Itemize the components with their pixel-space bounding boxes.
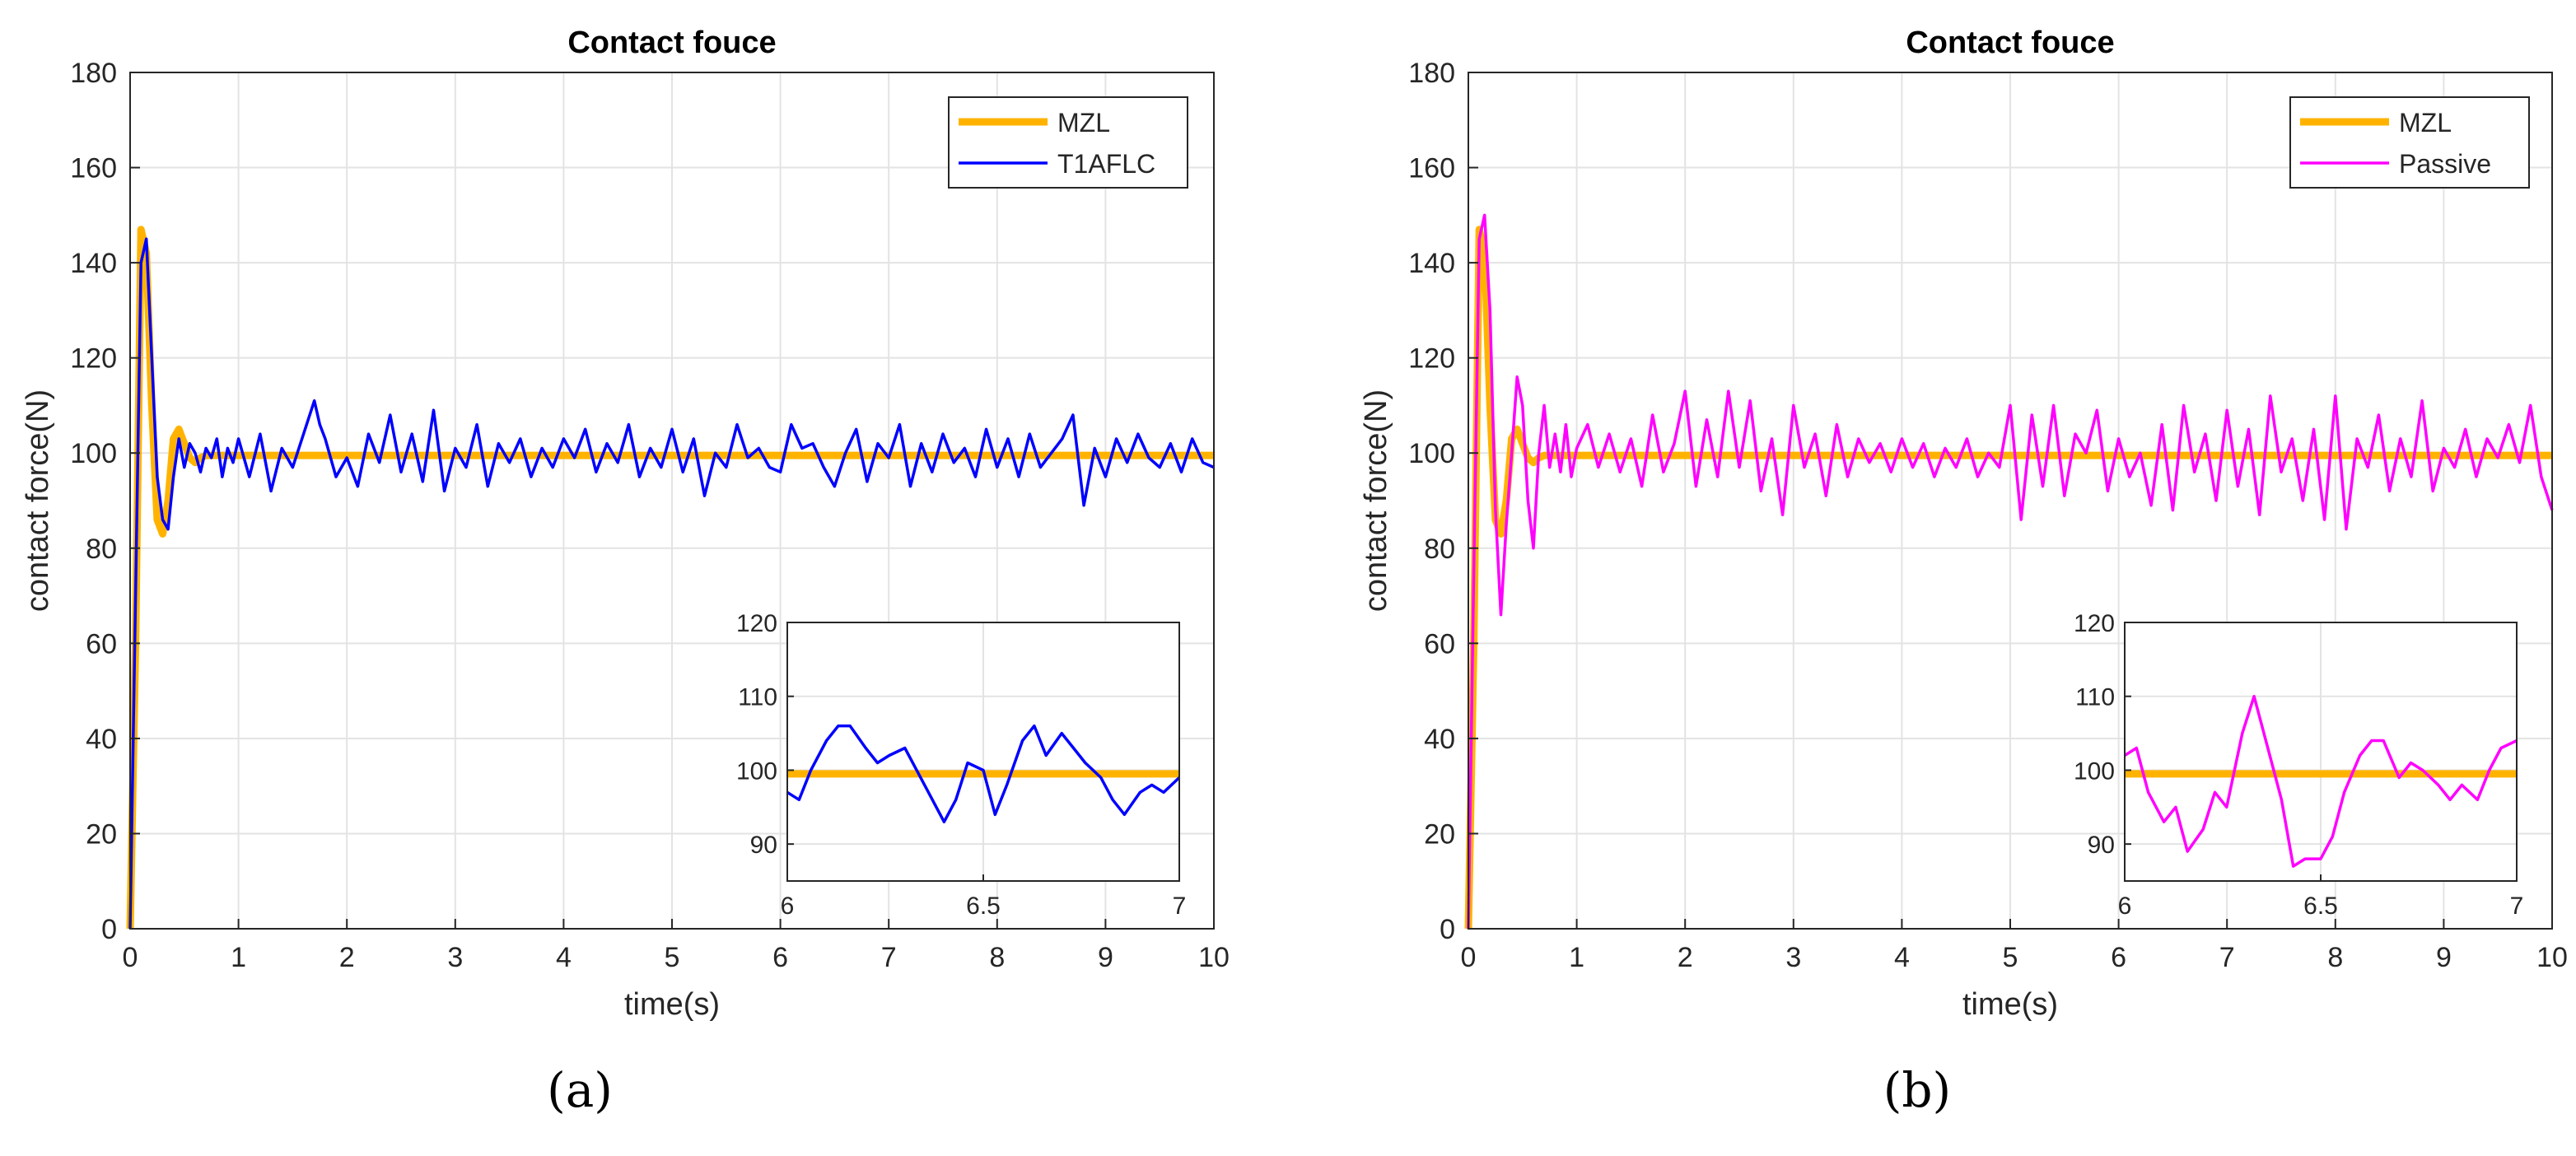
inset-x-tick-label: 6 (2118, 893, 2132, 920)
y-tick-label: 140 (70, 248, 117, 279)
x-tick-label: 4 (556, 942, 572, 973)
inset-x-tick-label: 6 (781, 893, 795, 920)
y-tick-label: 60 (1424, 628, 1455, 660)
x-tick-label: 10 (1198, 942, 1230, 973)
legend-label-mzl: MZL (1057, 108, 1110, 138)
x-tick-label: 8 (989, 942, 1005, 973)
y-tick-label: 160 (1408, 153, 1455, 184)
x-tick-label: 1 (231, 942, 246, 973)
y-tick-label: 180 (70, 58, 117, 89)
x-tick-label: 3 (447, 942, 463, 973)
x-tick-label: 2 (339, 942, 355, 973)
y-tick-label: 100 (70, 438, 117, 469)
inset-y-tick-label: 110 (2075, 684, 2115, 711)
inset-x-tick-label: 6.5 (2303, 893, 2338, 920)
x-tick-label: 7 (2219, 942, 2235, 973)
x-axis-label: time(s) (624, 987, 720, 1022)
x-tick-label: 4 (1894, 942, 1910, 973)
y-tick-label: 100 (1408, 438, 1455, 469)
series-line-t1aflc (128, 237, 1215, 930)
inset-y-tick-label: 100 (2074, 757, 2115, 785)
x-tick-label: 1 (1569, 942, 1584, 973)
x-tick-label: 6 (772, 942, 788, 973)
chart-title: Contact fouce (567, 26, 776, 60)
inset-x-tick-label: 6.5 (966, 893, 1001, 920)
series-line-passive (1467, 213, 2554, 930)
y-tick-label: 140 (1408, 248, 1455, 279)
y-tick-label: 120 (70, 343, 117, 375)
legend-box (2289, 96, 2530, 189)
y-axis-label: contact force(N) (1359, 389, 1393, 612)
x-tick-label: 0 (1461, 942, 1477, 973)
inset-series-t1aflc (786, 724, 1181, 823)
x-tick-label: 5 (2003, 942, 2018, 973)
y-tick-label: 0 (101, 914, 117, 945)
x-tick-label: 3 (1785, 942, 1801, 973)
chart-title: Contact fouce (1906, 26, 2114, 60)
y-tick-label: 80 (1424, 534, 1455, 565)
inset-series-passive (2124, 694, 2518, 868)
y-tick-label: 160 (70, 153, 117, 184)
y-tick-label: 80 (86, 534, 117, 565)
chart-panel-b: 0 1 2 3 4 5 6 7 8 9 10020406080100120140160180Cont… (1359, 26, 2568, 1022)
y-tick-label: 20 (86, 818, 117, 850)
chart-panel-a: 0 1 2 3 4 5 6 7 8 9 10020406080100120140160180Cont… (21, 26, 1230, 1022)
panel-label-b: (b) (1883, 1062, 1952, 1118)
legend-label-t1aflc: T1AFLC (1057, 149, 1155, 179)
inset-x-tick-label: 7 (1173, 893, 1187, 920)
legend-box (948, 96, 1188, 189)
x-tick-label: 7 (881, 942, 897, 973)
x-tick-label: 9 (1098, 942, 1113, 973)
inset-y-tick-label: 90 (750, 832, 777, 859)
y-axis-label: contact force(N) (21, 389, 55, 612)
y-tick-label: 40 (1424, 724, 1455, 755)
inset-zoom: 6 6.5 7 90 100 110 120 (2074, 610, 2523, 920)
legend-label-mzl: MZL (2399, 108, 2452, 138)
y-tick-label: 0 (1440, 914, 1455, 945)
inset-y-tick-label: 90 (2088, 832, 2115, 859)
x-axis-label: time(s) (1962, 987, 2058, 1022)
inset-y-tick-label: 120 (736, 610, 777, 637)
inset-x-tick-label: 7 (2510, 893, 2524, 920)
y-tick-label: 60 (86, 628, 117, 660)
y-tick-label: 180 (1408, 58, 1455, 89)
legend-label-passive: Passive (2399, 149, 2491, 179)
x-tick-label: 8 (2327, 942, 2343, 973)
inset-y-tick-label: 110 (738, 684, 777, 711)
inset-y-tick-label: 100 (736, 757, 777, 785)
x-tick-label: 5 (665, 942, 680, 973)
inset-zoom: 6 6.5 7 90 100 110 120 (736, 610, 1186, 920)
panel-label-a: (a) (547, 1062, 613, 1118)
y-tick-label: 20 (1424, 818, 1455, 850)
y-tick-label: 40 (86, 724, 117, 755)
inset-y-tick-label: 120 (2074, 610, 2115, 637)
y-tick-label: 120 (1408, 343, 1455, 375)
x-tick-label: 2 (1678, 942, 1693, 973)
x-tick-label: 9 (2436, 942, 2452, 973)
x-tick-label: 6 (2111, 942, 2126, 973)
x-tick-label: 0 (123, 942, 138, 973)
x-tick-label: 10 (2536, 942, 2568, 973)
